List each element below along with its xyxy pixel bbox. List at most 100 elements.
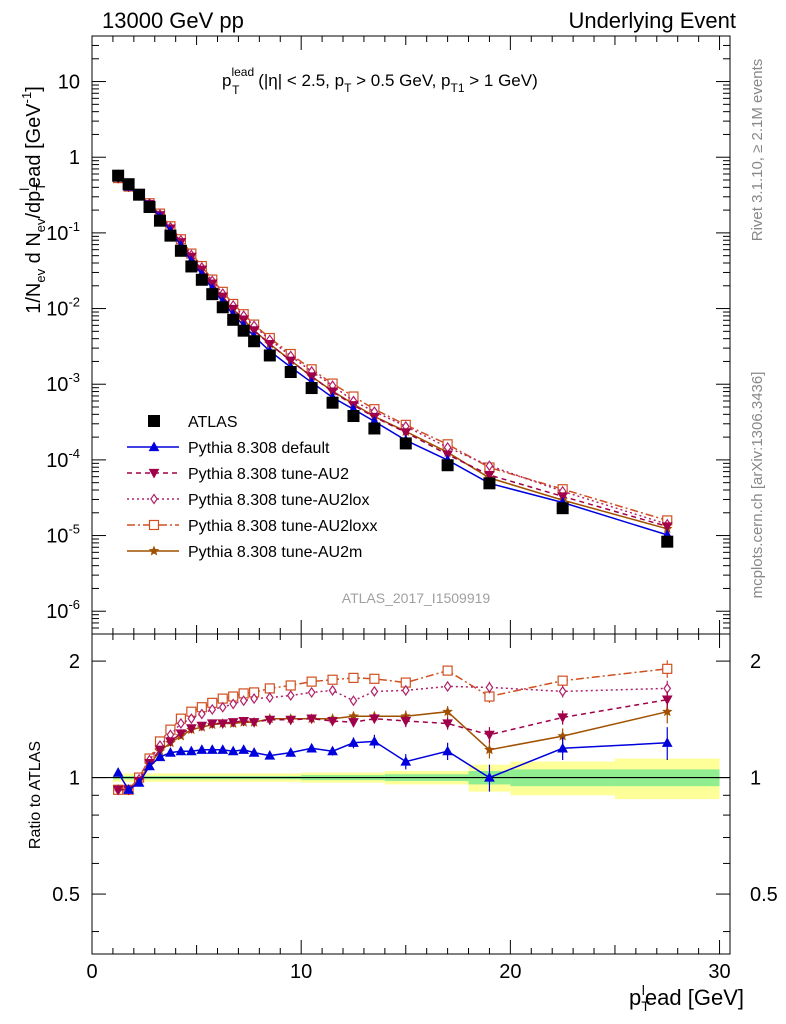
y-tick-label-ratio-right: 0.5 xyxy=(750,884,778,906)
point-atlas xyxy=(483,477,496,490)
y-tick-label-top: 10-5 xyxy=(46,522,80,548)
point-ratio-au2lox xyxy=(370,685,379,697)
point-atlas xyxy=(305,382,318,395)
plot-label-rest1-sub: T xyxy=(344,81,352,95)
point-ratio-def xyxy=(206,744,218,754)
axes: 0 10 20 30 10 1 10-1 10-2 10-3 10-4 10-5 10-6 0.5 0.5… xyxy=(46,35,778,983)
point-top-au2 xyxy=(285,356,297,367)
point-atlas xyxy=(195,273,208,286)
point-ratio-au2loxx xyxy=(662,663,673,674)
point-ratio-au2 xyxy=(175,729,187,740)
point-atlas xyxy=(216,301,229,314)
point-ratio-au2loxx xyxy=(327,674,338,685)
legend-item-atlas: ATLAS xyxy=(148,414,238,431)
point-ratio-au2lox xyxy=(218,701,227,713)
uncertainty-band xyxy=(92,758,730,800)
point-ratio-au2 xyxy=(217,719,229,729)
point-ratio-au2lox xyxy=(307,686,316,698)
point-atlas xyxy=(347,410,360,423)
point-atlas xyxy=(185,260,198,273)
x-tick-label: 20 xyxy=(499,961,521,983)
plot-label-rest1: (|η| < 2.5, p xyxy=(254,71,345,90)
point-atlas xyxy=(227,313,240,326)
point-ratio-def xyxy=(133,777,145,787)
point-ratio-au2loxx xyxy=(285,680,296,691)
point-ratio-au2 xyxy=(557,713,569,724)
point-ratio-au2lox xyxy=(328,684,337,696)
point-atlas xyxy=(263,349,276,362)
point-ratio-au2 xyxy=(186,724,197,734)
series-atlas xyxy=(112,169,674,548)
point-atlas xyxy=(248,335,261,348)
legend-label-au2lox: Pythia 8.308 tune-AU2lox xyxy=(188,492,369,509)
point-ratio-au2lox xyxy=(229,698,238,710)
point-atlas xyxy=(661,535,674,548)
y-tick-label-ratio-right: 1 xyxy=(750,768,761,790)
point-ratio-au2 xyxy=(264,715,276,726)
point-ratio-au2lox xyxy=(558,685,567,697)
plot-label-p: p xyxy=(222,71,231,90)
point-ratio-au2 xyxy=(248,718,260,728)
point-atlas xyxy=(237,324,250,337)
point-ratio-def xyxy=(369,735,380,746)
point-atlas xyxy=(153,214,166,227)
point-ratio-def xyxy=(112,767,124,777)
point-atlas xyxy=(441,459,454,472)
point-ratio-au2lox xyxy=(187,713,196,725)
point-ratio-def xyxy=(484,772,495,782)
point-ratio-def xyxy=(442,745,453,756)
point-top-au2 xyxy=(484,470,495,481)
point-ratio-au2 xyxy=(369,714,380,725)
point-ratio-au2lox xyxy=(250,693,258,705)
point-ratio-def xyxy=(227,745,239,756)
point-ratio-def xyxy=(285,747,297,757)
point-ratio-au2m xyxy=(442,706,453,717)
legend-marker-atlas xyxy=(148,415,160,427)
x-axis-title: pTlead [GeV] xyxy=(629,982,744,1014)
point-ratio-def xyxy=(348,737,359,747)
legend-item-au2lox: Pythia 8.308 tune-AU2lox xyxy=(127,492,369,509)
point-atlas xyxy=(368,422,381,435)
plot-label-sub: T xyxy=(232,83,240,97)
point-ratio-def xyxy=(264,750,276,760)
legend-label-au2: Pythia 8.308 tune-AU2 xyxy=(188,466,349,483)
point-atlas xyxy=(399,437,412,450)
point-ratio-au2loxx xyxy=(557,675,568,686)
point-ratio-au2 xyxy=(196,721,208,732)
point-top-au2 xyxy=(264,340,276,350)
mcplots-label: mcplots.cern.ch [arXiv:1306.3436] xyxy=(749,372,766,599)
rivet-label: Rivet 3.1.10, ≥ 2.1M events xyxy=(749,59,766,242)
y-axis-title-ratio: Ratio to ATLAS xyxy=(27,741,44,849)
plot-label-sup: lead xyxy=(231,65,254,79)
legend-label-def: Pythia 8.308 default xyxy=(188,440,330,457)
y-tick-label-top: 10-4 xyxy=(46,446,80,472)
point-ratio-def xyxy=(186,745,197,756)
point-ratio-au2m xyxy=(484,744,495,755)
y-tick-label-top: 10-2 xyxy=(46,295,80,321)
point-ratio-au2 xyxy=(442,719,453,729)
point-ratio-au2lox xyxy=(197,708,206,720)
point-ratio-au2 xyxy=(661,695,673,706)
point-ratio-au2lox xyxy=(401,684,410,696)
point-top-au2 xyxy=(400,428,412,438)
point-atlas xyxy=(122,178,135,191)
point-ratio-au2 xyxy=(400,716,412,727)
legend-item-au2loxx: Pythia 8.308 tune-AU2loxx xyxy=(127,518,377,535)
y-tick-label-top: 10-6 xyxy=(46,597,80,623)
legend-label-au2m: Pythia 8.308 tune-AU2m xyxy=(188,544,362,561)
series xyxy=(112,169,674,796)
point-ratio-au2 xyxy=(238,716,250,727)
point-ratio-au2loxx xyxy=(306,676,317,687)
point-ratio-au2lox xyxy=(208,703,217,715)
point-atlas xyxy=(174,244,187,257)
point-ratio-def xyxy=(165,747,176,757)
legend-label-au2loxx: Pythia 8.308 tune-AU2loxx xyxy=(188,518,377,535)
point-ratio-au2loxx xyxy=(348,672,359,683)
y-tick-label-top: 10 xyxy=(58,72,80,94)
y-tick-label-top: 1 xyxy=(69,147,80,169)
legend-item-au2: Pythia 8.308 tune-AU2 xyxy=(127,466,349,483)
point-ratio-au2 xyxy=(227,718,239,728)
point-ratio-def xyxy=(144,760,155,771)
legend-marker-au2 xyxy=(148,468,160,479)
point-ratio-def xyxy=(306,742,317,753)
